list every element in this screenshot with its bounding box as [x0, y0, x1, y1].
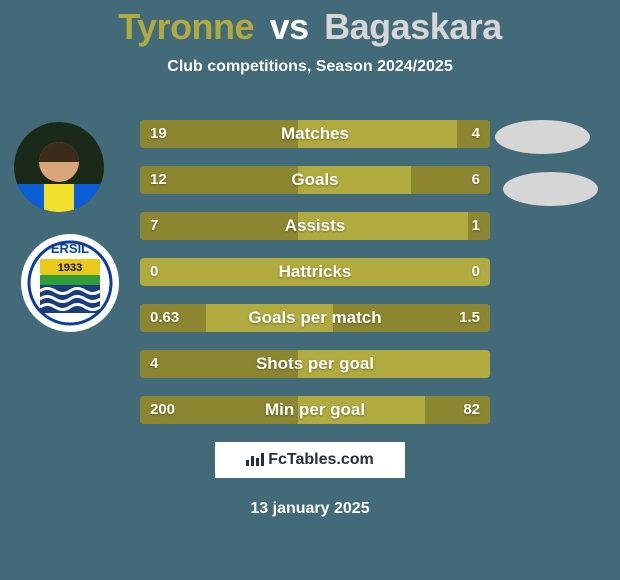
stat-row: Hattricks0 0 [140, 258, 490, 286]
subtitle: Club competitions, Season 2024/2025 [0, 58, 620, 76]
stat-label: Min per goal [140, 396, 490, 424]
title-vs: vs [270, 6, 309, 47]
stat-label: Goals [140, 166, 490, 194]
stat-label: Assists [140, 212, 490, 240]
stat-row: Matches19 4 [140, 120, 490, 148]
stat-row: Goals per match0.63 1.5 [140, 304, 490, 332]
club-badge: ERSIL 1933 [20, 233, 120, 333]
badge-top-text: ERSIL [51, 241, 89, 256]
stat-value-right: 6 [472, 166, 480, 194]
stat-value-right: 1 [472, 212, 480, 240]
date-text: 13 january 2025 [0, 500, 620, 518]
stat-label: Matches [140, 120, 490, 148]
stat-value-left: 12 [150, 166, 167, 194]
chart-icon [246, 451, 264, 467]
brand-text: FcTables.com [268, 451, 374, 468]
stat-value-left: 4 [150, 350, 158, 378]
stat-value-left: 7 [150, 212, 158, 240]
stat-value-left: 200 [150, 396, 175, 424]
stat-value-right: 1.5 [459, 304, 480, 332]
stat-label: Shots per goal [140, 350, 490, 378]
stat-value-right: 4 [472, 120, 480, 148]
stat-value-right: 0 [472, 258, 480, 286]
player1-avatar [14, 122, 104, 212]
player2-avatar-placeholder [495, 120, 590, 154]
stat-row: Assists7 1 [140, 212, 490, 240]
stat-label: Hattricks [140, 258, 490, 286]
stat-value-right: 82 [463, 396, 480, 424]
player2-badge-placeholder [503, 172, 598, 206]
player1-name: Tyronne [118, 6, 254, 47]
stat-label: Goals per match [140, 304, 490, 332]
stat-row: Min per goal200 82 [140, 396, 490, 424]
badge-year: 1933 [58, 262, 82, 274]
stat-value-left: 0 [150, 258, 158, 286]
stat-row: Goals12 6 [140, 166, 490, 194]
stats-chart: Matches19 4 Goals12 6 Assists7 1 Hattricks0 0 Go… [140, 120, 490, 442]
stat-value-left: 0.63 [150, 304, 179, 332]
stat-value-left: 19 [150, 120, 167, 148]
comparison-title: Tyronne vs Bagaskara [0, 0, 620, 48]
player2-name: Bagaskara [324, 6, 502, 47]
brand-box: FcTables.com [215, 442, 405, 478]
stat-row: Shots per goal4 [140, 350, 490, 378]
